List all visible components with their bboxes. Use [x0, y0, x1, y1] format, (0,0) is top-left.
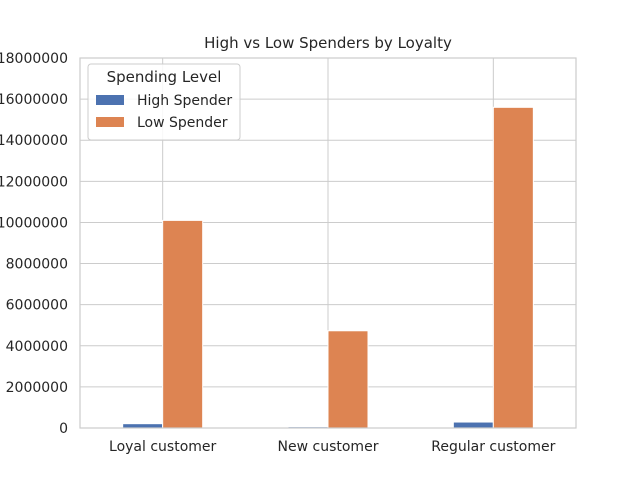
y-tick-label: 12000000 [0, 174, 68, 190]
y-tick-label: 2000000 [6, 380, 68, 396]
x-tick-label: Loyal customer [109, 439, 216, 455]
legend-swatch [96, 95, 124, 105]
legend-items: High Spender Low Spender [96, 93, 232, 131]
chart-title: High vs Low Spenders by Loyalty [204, 34, 452, 52]
x-tick-label: Regular customer [431, 439, 555, 455]
x-tick-label: New customer [278, 439, 379, 455]
bars [122, 106, 534, 429]
y-tick-label: 14000000 [0, 133, 68, 149]
bar [122, 423, 164, 429]
bar [327, 330, 369, 429]
legend-label: High Spender [137, 93, 232, 109]
y-tick-label: 10000000 [0, 215, 68, 231]
y-tick-label: 16000000 [0, 92, 68, 108]
y-tick-label: 0 [59, 421, 68, 437]
plot-frame [79, 57, 577, 429]
legend-swatch [96, 117, 124, 127]
y-axis-ticks: 0 2000000 4000000 6000000 8000000 10000000 120… [0, 51, 68, 437]
legend-title: Spending Level [107, 68, 222, 86]
y-tick-label: 18000000 [0, 51, 68, 67]
y-tick-label: 8000000 [6, 257, 68, 273]
legend: Spending Level High Spender Low Spender [87, 63, 241, 141]
legend-label: Low Spender [137, 115, 228, 131]
x-axis-ticks: Loyal customer New customer Regular custom… [109, 439, 556, 455]
bar [452, 421, 494, 429]
y-tick-label: 4000000 [6, 339, 68, 355]
bar [492, 106, 534, 429]
legend-box [87, 63, 241, 141]
y-tick-label: 6000000 [6, 298, 68, 314]
bar [162, 219, 204, 429]
